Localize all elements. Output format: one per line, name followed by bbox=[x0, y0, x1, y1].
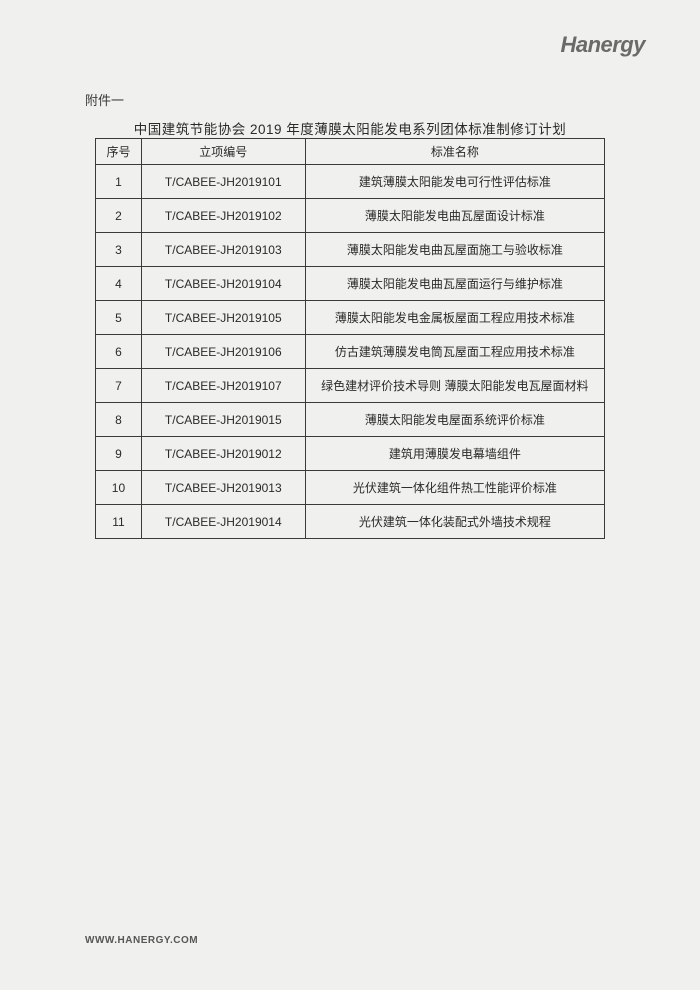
cell-num: 7 bbox=[96, 369, 142, 403]
cell-num: 10 bbox=[96, 471, 142, 505]
standards-table: 序号 立项编号 标准名称 1T/CABEE-JH2019101建筑薄膜太阳能发电… bbox=[95, 138, 605, 539]
brand-logo-text: Hanergy bbox=[560, 32, 645, 58]
table-row: 1T/CABEE-JH2019101建筑薄膜太阳能发电可行性评估标准 bbox=[96, 165, 605, 199]
cell-num: 3 bbox=[96, 233, 142, 267]
cell-name: 光伏建筑一体化装配式外墙技术规程 bbox=[305, 505, 604, 539]
table-row: 4T/CABEE-JH2019104薄膜太阳能发电曲瓦屋面运行与维护标准 bbox=[96, 267, 605, 301]
table-row: 8T/CABEE-JH2019015薄膜太阳能发电屋面系统评价标准 bbox=[96, 403, 605, 437]
cell-code: T/CABEE-JH2019106 bbox=[141, 335, 305, 369]
footer-url: WWW.HANERGY.COM bbox=[85, 935, 198, 946]
cell-name: 仿古建筑薄膜发电筒瓦屋面工程应用技术标准 bbox=[305, 335, 604, 369]
cell-code: T/CABEE-JH2019102 bbox=[141, 199, 305, 233]
cell-num: 4 bbox=[96, 267, 142, 301]
cell-name: 薄膜太阳能发电曲瓦屋面设计标准 bbox=[305, 199, 604, 233]
col-header-code: 立项编号 bbox=[141, 139, 305, 165]
document-page: Hanergy 附件一 中国建筑节能协会 2019 年度薄膜太阳能发电系列团体标… bbox=[0, 0, 700, 990]
cell-num: 2 bbox=[96, 199, 142, 233]
cell-num: 6 bbox=[96, 335, 142, 369]
cell-name: 光伏建筑一体化组件热工性能评价标准 bbox=[305, 471, 604, 505]
table-row: 11T/CABEE-JH2019014光伏建筑一体化装配式外墙技术规程 bbox=[96, 505, 605, 539]
table-row: 3T/CABEE-JH2019103薄膜太阳能发电曲瓦屋面施工与验收标准 bbox=[96, 233, 605, 267]
cell-code: T/CABEE-JH2019104 bbox=[141, 267, 305, 301]
table-row: 2T/CABEE-JH2019102薄膜太阳能发电曲瓦屋面设计标准 bbox=[96, 199, 605, 233]
cell-code: T/CABEE-JH2019014 bbox=[141, 505, 305, 539]
table-title: 中国建筑节能协会 2019 年度薄膜太阳能发电系列团体标准制修订计划 bbox=[0, 118, 700, 138]
cell-name: 薄膜太阳能发电曲瓦屋面运行与维护标准 bbox=[305, 267, 604, 301]
col-header-name: 标准名称 bbox=[305, 139, 604, 165]
cell-name: 薄膜太阳能发电曲瓦屋面施工与验收标准 bbox=[305, 233, 604, 267]
cell-code: T/CABEE-JH2019107 bbox=[141, 369, 305, 403]
cell-code: T/CABEE-JH2019105 bbox=[141, 301, 305, 335]
attachment-label: 附件一 bbox=[85, 90, 124, 109]
cell-name: 建筑用薄膜发电幕墙组件 bbox=[305, 437, 604, 471]
table-row: 6T/CABEE-JH2019106仿古建筑薄膜发电筒瓦屋面工程应用技术标准 bbox=[96, 335, 605, 369]
cell-num: 5 bbox=[96, 301, 142, 335]
cell-code: T/CABEE-JH2019103 bbox=[141, 233, 305, 267]
col-header-number: 序号 bbox=[96, 139, 142, 165]
cell-name: 薄膜太阳能发电屋面系统评价标准 bbox=[305, 403, 604, 437]
table-header-row: 序号 立项编号 标准名称 bbox=[96, 139, 605, 165]
cell-code: T/CABEE-JH2019013 bbox=[141, 471, 305, 505]
cell-num: 9 bbox=[96, 437, 142, 471]
cell-num: 1 bbox=[96, 165, 142, 199]
cell-name: 建筑薄膜太阳能发电可行性评估标准 bbox=[305, 165, 604, 199]
cell-num: 11 bbox=[96, 505, 142, 539]
table-row: 9T/CABEE-JH2019012建筑用薄膜发电幕墙组件 bbox=[96, 437, 605, 471]
table-row: 5T/CABEE-JH2019105薄膜太阳能发电金属板屋面工程应用技术标准 bbox=[96, 301, 605, 335]
cell-code: T/CABEE-JH2019012 bbox=[141, 437, 305, 471]
table-body: 1T/CABEE-JH2019101建筑薄膜太阳能发电可行性评估标准 2T/CA… bbox=[96, 165, 605, 539]
cell-name: 绿色建材评价技术导则 薄膜太阳能发电瓦屋面材料 bbox=[305, 369, 604, 403]
table-row: 10T/CABEE-JH2019013光伏建筑一体化组件热工性能评价标准 bbox=[96, 471, 605, 505]
cell-name: 薄膜太阳能发电金属板屋面工程应用技术标准 bbox=[305, 301, 604, 335]
cell-code: T/CABEE-JH2019101 bbox=[141, 165, 305, 199]
cell-code: T/CABEE-JH2019015 bbox=[141, 403, 305, 437]
table-row: 7T/CABEE-JH2019107绿色建材评价技术导则 薄膜太阳能发电瓦屋面材… bbox=[96, 369, 605, 403]
cell-num: 8 bbox=[96, 403, 142, 437]
